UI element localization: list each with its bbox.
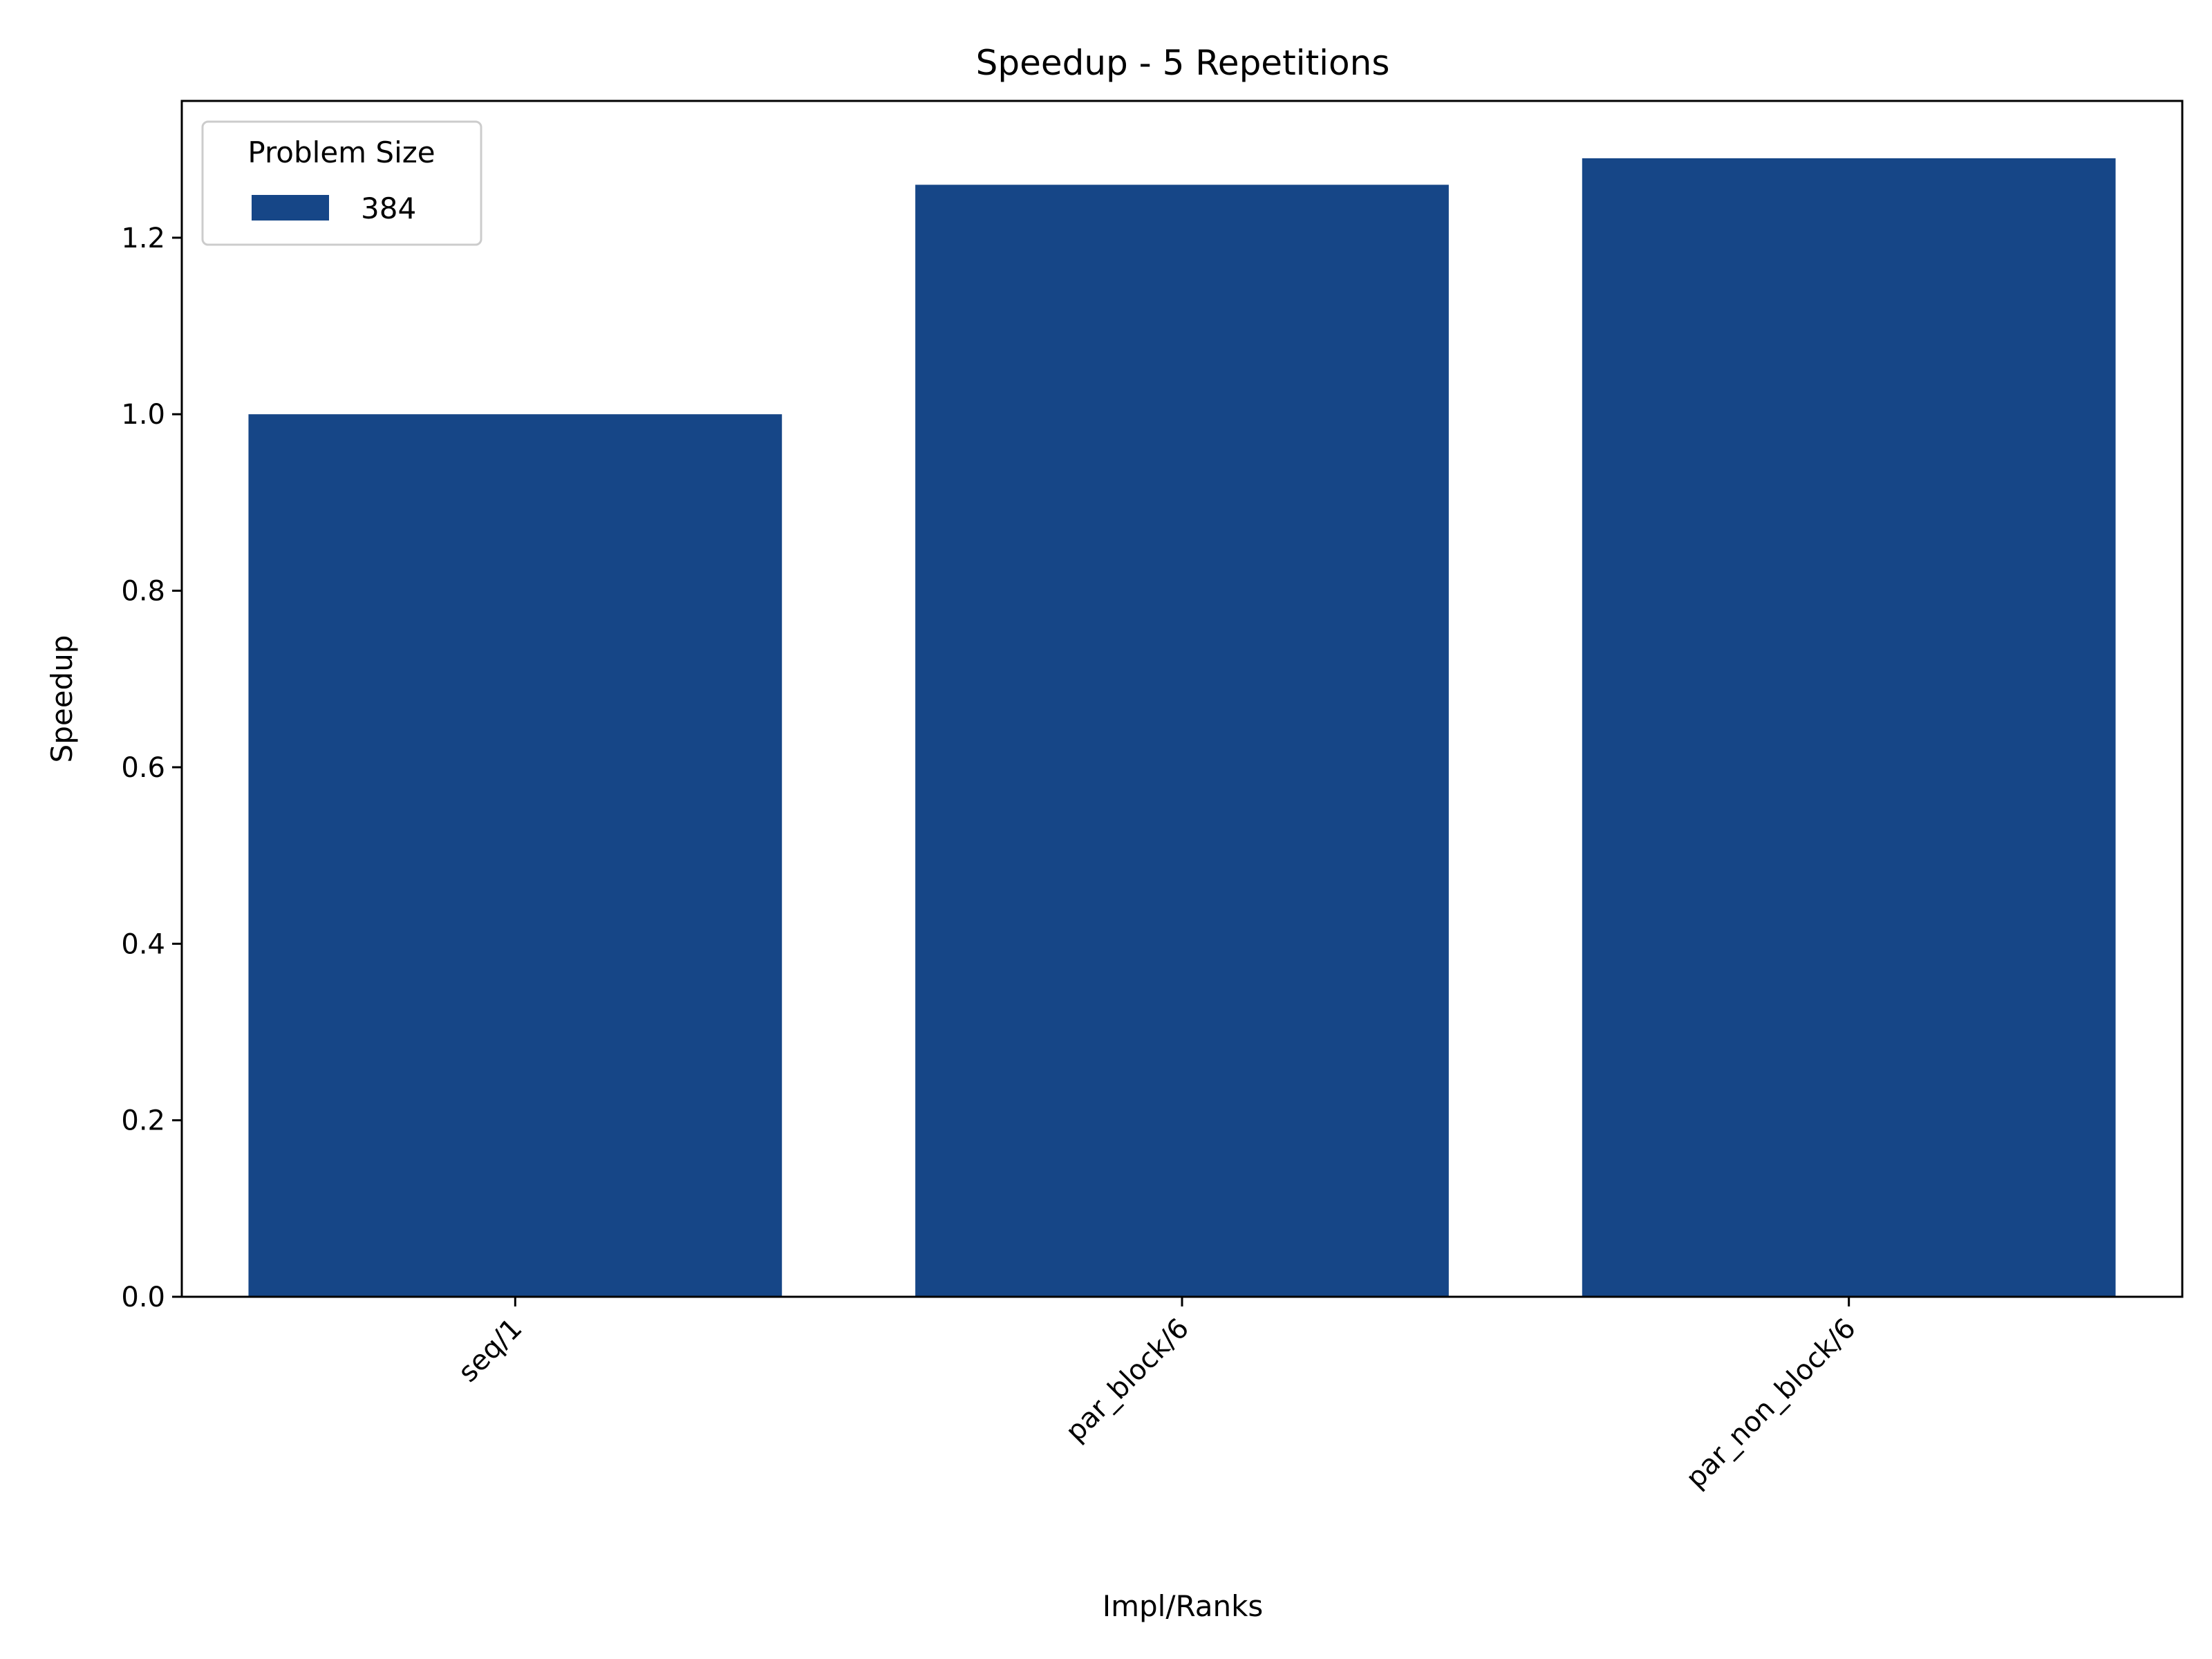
bar-seq-1: [248, 414, 782, 1297]
y-tick-label: 0.0: [121, 1282, 165, 1313]
bar-group: [248, 158, 2116, 1297]
legend-title: Problem Size: [247, 135, 435, 169]
y-tick-label: 1.2: [121, 223, 165, 254]
y-tick-label: 0.6: [121, 752, 165, 784]
y-tick-label: 1.0: [121, 399, 165, 431]
chart-title: Speedup - 5 Repetitions: [976, 43, 1390, 83]
y-tick-label: 0.2: [121, 1105, 165, 1137]
bar-par-non-block-6: [1582, 158, 2116, 1297]
y-axis-label: Speedup: [45, 635, 79, 763]
legend-swatch: [252, 195, 329, 221]
x-axis-label: Impl/Ranks: [1103, 1589, 1264, 1623]
bar-par-block-6: [915, 185, 1449, 1297]
legend: Problem Size 384: [201, 120, 482, 246]
plot-frame: [180, 100, 2184, 1298]
y-axis-ticks: 0.0 0.2 0.4 0.6 0.8 1.0 1.2: [121, 223, 182, 1313]
legend-entry-label: 384: [361, 191, 416, 225]
y-tick-label: 0.4: [121, 928, 165, 960]
y-tick-label: 0.8: [121, 576, 165, 608]
